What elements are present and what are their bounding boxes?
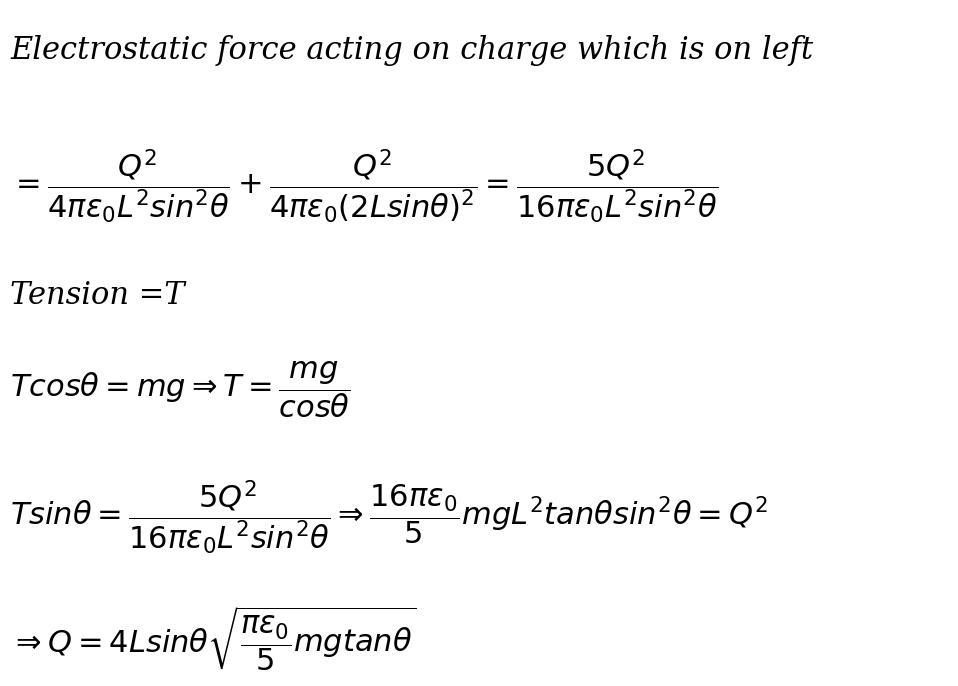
Text: $=\dfrac{Q^2}{4\pi\epsilon_0 L^2 sin^2\theta}+\dfrac{Q^2}{4\pi\epsilon_0 (2Lsin\: $=\dfrac{Q^2}{4\pi\epsilon_0 L^2 sin^2\t…	[11, 147, 718, 226]
Text: Electrostatic force acting on charge which is on left: Electrostatic force acting on charge whi…	[11, 34, 813, 65]
Text: $Tcos\theta=mg\Rightarrow T=\dfrac{mg}{cos\theta}$: $Tcos\theta=mg\Rightarrow T=\dfrac{mg}{c…	[11, 359, 351, 420]
Text: $\Rightarrow Q=4Lsin\theta\sqrt{\dfrac{\pi\epsilon_0}{5}mgtan\theta}$: $\Rightarrow Q=4Lsin\theta\sqrt{\dfrac{\…	[11, 604, 417, 672]
Text: Tension =T: Tension =T	[11, 280, 185, 311]
Text: $Tsin\theta=\dfrac{5Q^2}{16\pi\epsilon_0 L^2 sin^2\theta}\Rightarrow\dfrac{16\pi: $Tsin\theta=\dfrac{5Q^2}{16\pi\epsilon_0…	[11, 478, 768, 557]
